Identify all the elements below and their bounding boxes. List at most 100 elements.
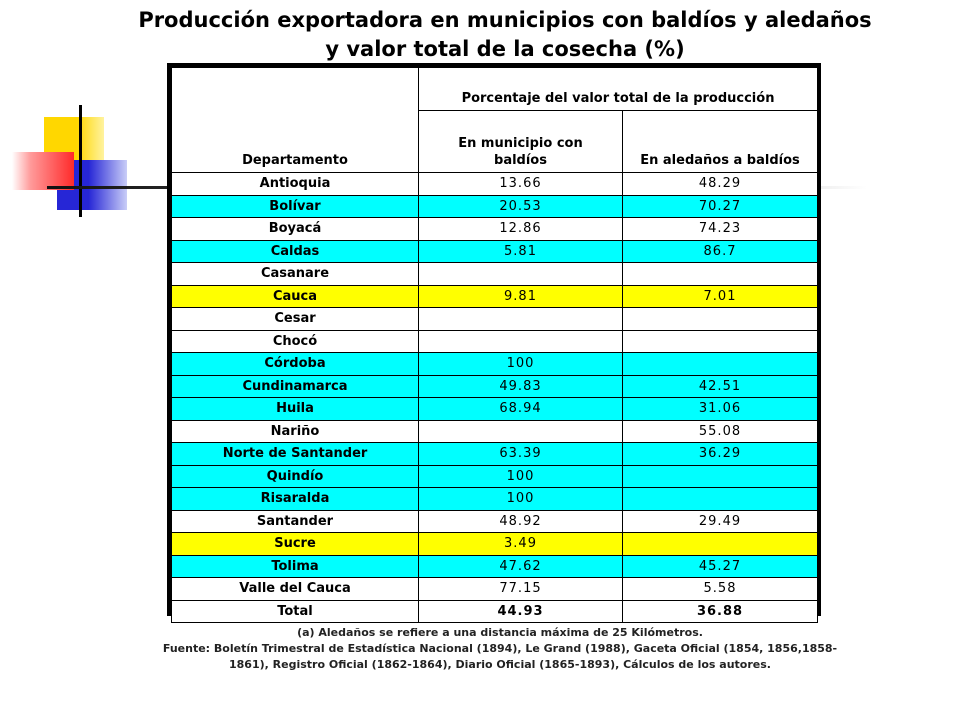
page-title: Producción exportadora en municipios con… (100, 6, 910, 64)
table-row: Antioquia 13.66 48.29 (171, 172, 819, 196)
column-header-municipio: En municipio con baldíos (418, 110, 623, 173)
cell-municipio-baldios: 48.92 (418, 509, 623, 533)
cell-departamento: Valle del Cauca (171, 577, 419, 601)
cell-aledanos-baldios: 45.27 (621, 554, 819, 578)
cell-municipio-baldios: 63.39 (418, 442, 623, 466)
cell-departamento: Antioquia (171, 172, 419, 196)
cell-municipio-baldios (418, 329, 623, 353)
column-header-aledanos: En aledaños a baldíos (621, 110, 819, 173)
table-row: Risaralda 100 (171, 487, 819, 511)
table-row: Nariño 55.08 (171, 419, 819, 443)
cell-municipio-baldios: 44.93 (418, 599, 623, 623)
table-row: Quindío 100 (171, 464, 819, 488)
cell-municipio-baldios: 12.86 (418, 217, 623, 241)
cell-aledanos-baldios (621, 352, 819, 376)
table-row: Santander 48.92 29.49 (171, 509, 819, 533)
cell-aledanos-baldios: 70.27 (621, 194, 819, 218)
cell-municipio-baldios (418, 307, 623, 331)
red-square-decoration (12, 152, 74, 190)
data-table: Porcentaje del valor total de la producc… (171, 67, 819, 623)
header-row-columns: Departamento En municipio con baldíos En… (171, 110, 819, 173)
table-row: Huila 68.94 31.06 (171, 397, 819, 421)
cell-aledanos-baldios: 42.51 (621, 374, 819, 398)
cell-departamento: Sucre (171, 532, 419, 556)
cell-aledanos-baldios: 7.01 (621, 284, 819, 308)
yellow-square-decoration (44, 117, 104, 179)
cell-aledanos-baldios: 36.88 (621, 599, 819, 623)
table-row: Sucre 3.49 (171, 532, 819, 556)
note-fuente-line1: Fuente: Boletín Trimestral de Estadístic… (162, 642, 838, 655)
cell-municipio-baldios: 20.53 (418, 194, 623, 218)
cell-municipio-baldios: 100 (418, 352, 623, 376)
cell-departamento: Tolima (171, 554, 419, 578)
cell-departamento: Cundinamarca (171, 374, 419, 398)
title-line-2: y valor total de la cosecha (%) (325, 37, 685, 61)
cell-municipio-baldios: 13.66 (418, 172, 623, 196)
cell-aledanos-baldios: 31.06 (621, 397, 819, 421)
cell-municipio-baldios: 3.49 (418, 532, 623, 556)
cell-municipio-baldios: 9.81 (418, 284, 623, 308)
cell-aledanos-baldios (621, 307, 819, 331)
cell-municipio-baldios (418, 262, 623, 286)
table-row: Bolívar 20.53 70.27 (171, 194, 819, 218)
cell-municipio-baldios: 49.83 (418, 374, 623, 398)
cell-municipio-baldios: 47.62 (418, 554, 623, 578)
cell-departamento: Cesar (171, 307, 419, 331)
cell-aledanos-baldios (621, 329, 819, 353)
table-row: Total 44.93 36.88 (171, 599, 819, 623)
table-row: Casanare (171, 262, 819, 286)
cell-municipio-baldios: 5.81 (418, 239, 623, 263)
table-row: Chocó (171, 329, 819, 353)
vertical-line-decoration (79, 105, 82, 217)
cell-departamento: Chocó (171, 329, 419, 353)
cell-municipio-baldios (418, 419, 623, 443)
cell-departamento: Total (171, 599, 419, 623)
cell-aledanos-baldios (621, 532, 819, 556)
cell-municipio-baldios: 100 (418, 464, 623, 488)
cell-aledanos-baldios: 5.58 (621, 577, 819, 601)
cell-aledanos-baldios: 74.23 (621, 217, 819, 241)
cell-departamento: Casanare (171, 262, 419, 286)
table-row: Norte de Santander 63.39 36.29 (171, 442, 819, 466)
cell-departamento: Córdoba (171, 352, 419, 376)
cell-aledanos-baldios: 48.29 (621, 172, 819, 196)
note-aledanos: (a) Aledaños se refiere a una distancia … (297, 626, 703, 639)
cell-departamento: Quindío (171, 464, 419, 488)
header-empty-cell (171, 67, 419, 111)
column-header-municipio-line2: baldíos (494, 153, 547, 168)
header-group-label: Porcentaje del valor total de la producc… (417, 67, 819, 111)
cell-departamento: Cauca (171, 284, 419, 308)
table-row: Tolima 47.62 45.27 (171, 554, 819, 578)
cell-municipio-baldios: 100 (418, 487, 623, 511)
cell-municipio-baldios: 77.15 (418, 577, 623, 601)
cell-departamento: Nariño (171, 419, 419, 443)
column-header-departamento: Departamento (171, 110, 419, 173)
cell-aledanos-baldios: 55.08 (621, 419, 819, 443)
table-row: Cesar (171, 307, 819, 331)
cell-aledanos-baldios (621, 464, 819, 488)
cell-aledanos-baldios: 29.49 (621, 509, 819, 533)
cell-aledanos-baldios (621, 262, 819, 286)
cell-departamento: Bolívar (171, 194, 419, 218)
table-frame: Porcentaje del valor total de la producc… (167, 63, 821, 623)
table-row: Boyacá 12.86 74.23 (171, 217, 819, 241)
cell-departamento: Norte de Santander (171, 442, 419, 466)
blue-square-decoration (57, 160, 127, 210)
column-header-municipio-line1: En municipio con (458, 136, 583, 151)
cell-departamento: Boyacá (171, 217, 419, 241)
cell-municipio-baldios: 68.94 (418, 397, 623, 421)
cell-aledanos-baldios: 86.7 (621, 239, 819, 263)
cell-departamento: Santander (171, 509, 419, 533)
title-line-1: Producción exportadora en municipios con… (138, 8, 872, 32)
table-row: Caldas 5.81 86.7 (171, 239, 819, 263)
note-fuente-line2: 1861), Registro Oficial (1862-1864), Dia… (229, 658, 771, 671)
cell-departamento: Huila (171, 397, 419, 421)
cell-departamento: Caldas (171, 239, 419, 263)
table-row: Cundinamarca 49.83 42.51 (171, 374, 819, 398)
table-row: Cauca 9.81 7.01 (171, 284, 819, 308)
cell-aledanos-baldios: 36.29 (621, 442, 819, 466)
header-row-group: Porcentaje del valor total de la producc… (171, 67, 819, 111)
table-row: Córdoba 100 (171, 352, 819, 376)
table-row: Valle del Cauca 77.15 5.58 (171, 577, 819, 601)
cell-aledanos-baldios (621, 487, 819, 511)
